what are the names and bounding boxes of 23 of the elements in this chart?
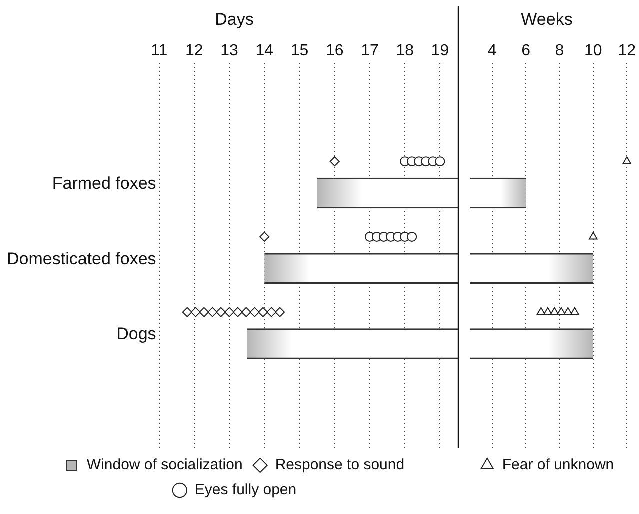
x-tick-label: 17 xyxy=(361,42,379,60)
x-tick-label: 4 xyxy=(488,42,497,60)
x-tick-label: 13 xyxy=(220,42,239,60)
legend-label: Fear of unknown xyxy=(502,456,614,474)
x-tick-label: 12 xyxy=(186,42,204,60)
x-tick-label: 11 xyxy=(150,42,168,60)
x-tick-label: 14 xyxy=(256,42,274,60)
legend-label: Response to sound xyxy=(275,456,405,474)
x-tick-label: 12 xyxy=(618,42,636,60)
chart-title: Weeks xyxy=(521,10,573,29)
y-tick-label: Farmed foxes xyxy=(52,174,156,193)
x-tick-label: 19 xyxy=(431,42,450,60)
x-tick-label: 15 xyxy=(290,42,309,60)
legend-label: Window of socialization xyxy=(86,456,243,474)
chart-title: Days xyxy=(215,10,254,29)
x-tick-label: 18 xyxy=(396,42,414,60)
y-tick-label: Domesticated foxes xyxy=(6,249,156,268)
x-tick-label: 8 xyxy=(555,42,564,60)
x-tick-label: 10 xyxy=(584,42,602,60)
x-tick-label: 6 xyxy=(522,42,531,60)
x-tick-label: 16 xyxy=(326,42,344,60)
legend-label: Eyes fully open xyxy=(194,482,297,499)
y-tick-label: Dogs xyxy=(116,324,156,344)
